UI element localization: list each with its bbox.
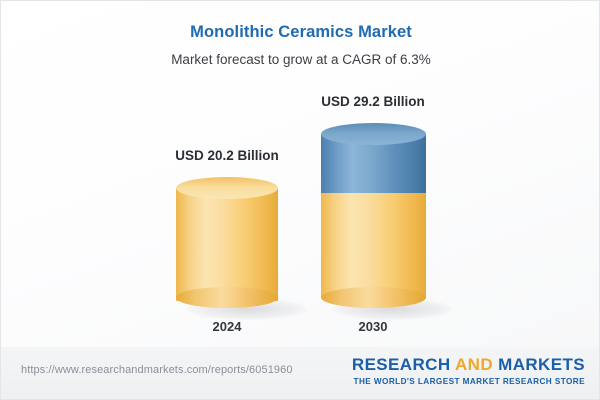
- category-label-2030: 2030: [358, 319, 388, 334]
- bar-bottom-cap-2030: [321, 287, 426, 308]
- bar-top-cap-2024: [176, 177, 278, 199]
- bar-cylinder-2024[interactable]: [176, 177, 278, 308]
- chart-subtitle: Market forecast to grow at a CAGR of 6.3…: [171, 52, 431, 67]
- bar-cylinder-2030[interactable]: [321, 123, 426, 308]
- bar-segment-base-2024: [176, 188, 278, 301]
- logo-word-markets: MARKETS: [493, 355, 585, 374]
- bar-segment-base-2030: [321, 193, 426, 297]
- logo-word-research: RESEARCH: [351, 355, 455, 374]
- bar-bottom-cap-2024: [176, 287, 278, 308]
- logo-wordmark: RESEARCH AND MARKETS: [352, 355, 585, 375]
- footer: https://www.researchandmarkets.com/repor…: [1, 347, 599, 399]
- logo-tagline: THE WORLD'S LARGEST MARKET RESEARCH STOR…: [353, 377, 585, 386]
- bar-value-label-2030: USD 29.2 Billion: [321, 94, 425, 109]
- category-label-2024: 2024: [212, 319, 242, 334]
- logo-word-and: AND: [454, 355, 494, 374]
- bar-top-cap-2030: [321, 123, 426, 145]
- research-and-markets-logo[interactable]: RESEARCH AND MARKETS THE WORLD'S LARGEST…: [352, 355, 585, 387]
- chart-title: Monolithic Ceramics Market: [190, 23, 412, 41]
- plot-area: USD 20.2 Billion 2024 USD 29.2 Billion 2…: [1, 1, 599, 351]
- bar-value-label-2024: USD 20.2 Billion: [175, 148, 279, 163]
- report-url[interactable]: https://www.researchandmarkets.com/repor…: [21, 364, 293, 376]
